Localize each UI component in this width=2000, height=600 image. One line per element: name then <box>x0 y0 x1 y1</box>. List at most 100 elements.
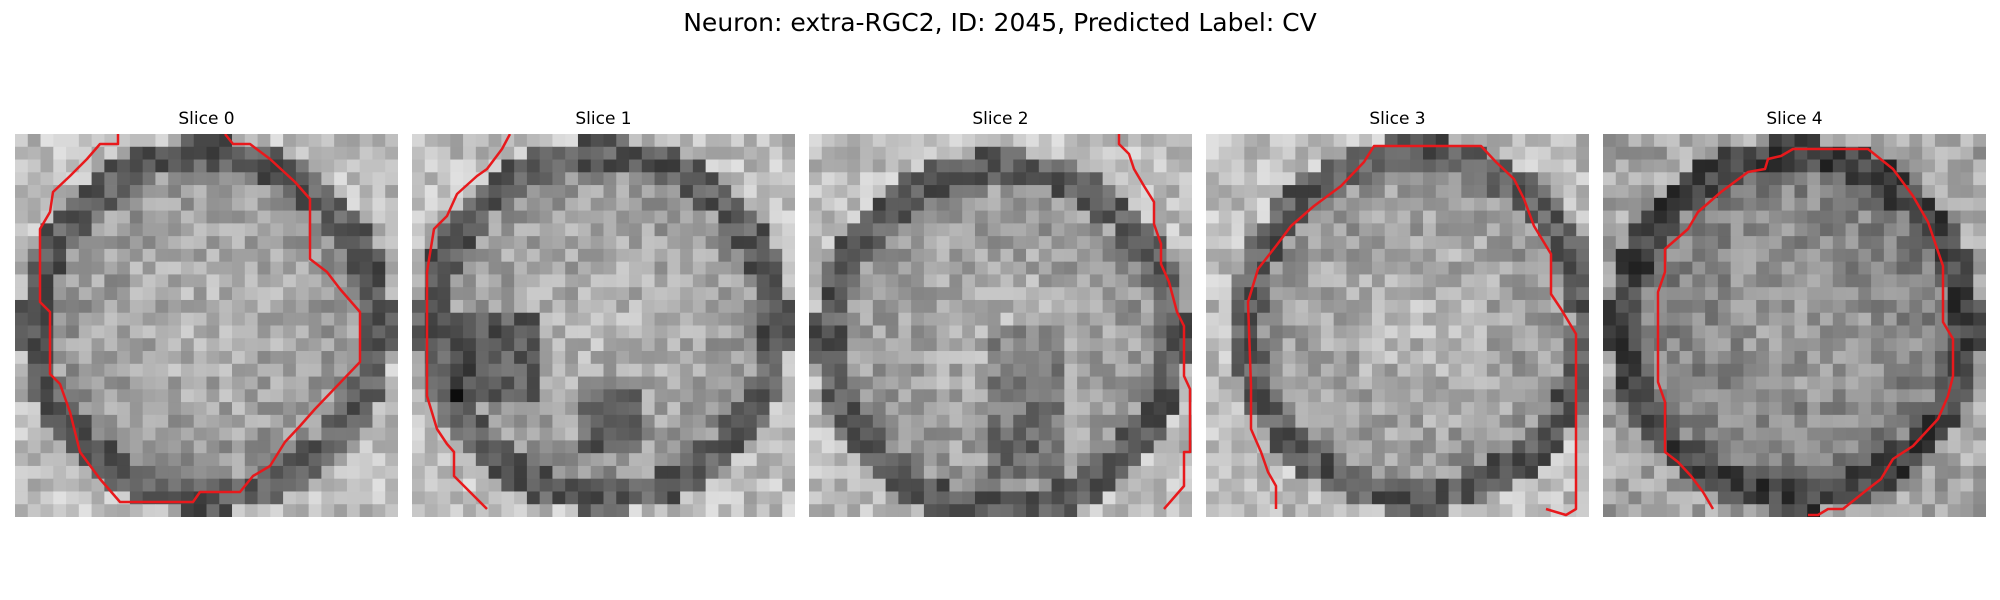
image-pixel <box>1973 287 1986 301</box>
image-pixel <box>1448 325 1462 339</box>
image-pixel <box>680 146 694 160</box>
image-pixel <box>1282 210 1296 224</box>
image-pixel <box>911 338 925 352</box>
image-pixel <box>782 351 795 365</box>
image-pixel <box>1333 491 1347 505</box>
image-pixel <box>1730 465 1744 480</box>
image-pixel <box>629 312 643 326</box>
image-pixel <box>1038 312 1052 326</box>
image-pixel <box>1077 134 1091 148</box>
image-pixel <box>1909 440 1923 454</box>
image-pixel <box>1679 146 1693 160</box>
image-pixel <box>629 236 643 250</box>
image-pixel <box>1333 478 1347 492</box>
image-pixel <box>1820 402 1834 416</box>
image-pixel <box>1794 287 1808 301</box>
image-pixel <box>283 197 297 211</box>
image-pixel <box>718 325 732 339</box>
image-pixel <box>936 478 950 492</box>
image-pixel <box>782 274 795 288</box>
image-pixel <box>1140 453 1155 467</box>
image-pixel <box>193 287 207 301</box>
image-pixel <box>412 146 426 160</box>
image-pixel <box>1346 389 1360 403</box>
image-pixel <box>1218 453 1232 467</box>
image-pixel <box>1730 325 1744 339</box>
image-pixel <box>180 376 195 390</box>
image-pixel <box>577 223 592 237</box>
image-pixel <box>1257 236 1271 250</box>
image-pixel <box>1717 287 1732 301</box>
image-pixel <box>40 159 54 173</box>
image-pixel <box>1153 376 1167 390</box>
image-pixel <box>1461 236 1475 250</box>
image-pixel <box>437 236 451 250</box>
image-pixel <box>1947 402 1961 416</box>
image-pixel <box>731 465 745 480</box>
image-pixel <box>244 402 258 416</box>
image-pixel <box>1102 504 1116 517</box>
image-pixel <box>1384 299 1398 314</box>
image-pixel <box>1410 210 1424 224</box>
image-pixel <box>654 491 668 505</box>
image-pixel <box>821 236 835 250</box>
image-pixel <box>1013 146 1027 160</box>
image-pixel <box>1641 261 1655 275</box>
image-pixel <box>206 414 220 429</box>
image-pixel <box>962 351 976 365</box>
image-pixel <box>885 274 899 288</box>
image-pixel <box>1679 210 1693 224</box>
image-pixel <box>142 504 156 517</box>
image-pixel <box>1423 363 1437 377</box>
image-pixel <box>1717 389 1732 403</box>
segmentation-contour <box>38 134 362 504</box>
image-pixel <box>577 402 592 416</box>
image-pixel <box>860 453 874 467</box>
image-pixel <box>667 134 681 148</box>
image-pixel <box>180 172 195 186</box>
image-pixel <box>1832 338 1846 352</box>
image-pixel <box>1909 146 1923 160</box>
image-pixel <box>1550 248 1564 263</box>
image-pixel <box>1231 351 1245 365</box>
image-pixel <box>1550 389 1564 403</box>
image-pixel <box>962 376 976 390</box>
image-pixel <box>385 478 398 492</box>
image-pixel <box>168 197 182 211</box>
image-pixel <box>219 504 233 517</box>
image-pixel <box>1346 440 1360 454</box>
image-pixel <box>552 440 566 454</box>
image-pixel <box>1179 504 1192 517</box>
image-pixel <box>1922 312 1936 326</box>
image-pixel <box>654 210 668 224</box>
image-pixel <box>1781 223 1795 237</box>
image-pixel <box>1269 299 1283 314</box>
image-pixel <box>923 465 938 480</box>
image-pixel <box>603 172 617 186</box>
image-pixel <box>1371 453 1386 467</box>
image-pixel <box>1486 299 1501 314</box>
image-pixel <box>1231 478 1245 492</box>
image-pixel <box>1781 376 1795 390</box>
image-pixel <box>1615 414 1629 429</box>
image-pixel <box>654 287 668 301</box>
image-pixel <box>488 363 502 377</box>
image-pixel <box>1333 197 1347 211</box>
image-pixel <box>936 376 950 390</box>
image-pixel <box>488 172 502 186</box>
image-pixel <box>1026 351 1040 365</box>
image-pixel <box>346 159 361 173</box>
image-pixel <box>809 185 823 199</box>
image-pixel <box>1576 351 1589 365</box>
image-pixel <box>168 478 182 492</box>
image-pixel <box>129 172 144 186</box>
image-pixel <box>450 299 464 314</box>
image-pixel <box>53 197 67 211</box>
image-pixel <box>1960 312 1974 326</box>
image-pixel <box>15 414 29 429</box>
image-pixel <box>782 261 795 275</box>
image-pixel <box>1896 210 1910 224</box>
image-pixel <box>475 210 489 224</box>
image-pixel <box>463 185 477 199</box>
image-pixel <box>1794 159 1808 173</box>
